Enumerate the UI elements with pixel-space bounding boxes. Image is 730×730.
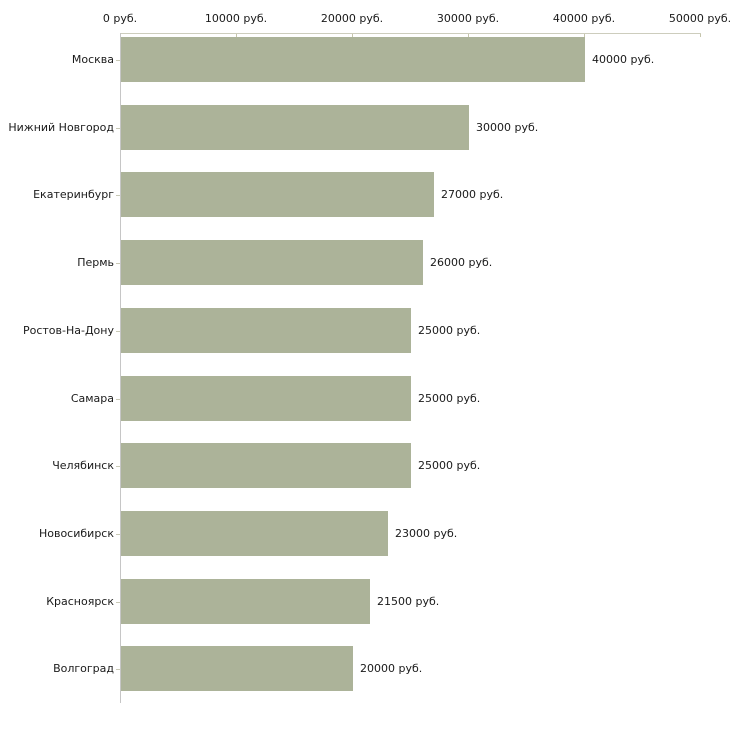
bar-row: Самара 25000 руб.	[0, 372, 730, 440]
x-axis-tick-mark	[352, 33, 353, 37]
bar	[121, 104, 469, 150]
x-axis-tick-label: 40000 руб.	[552, 12, 616, 25]
value-label: 23000 руб.	[395, 526, 458, 540]
bar-row: Пермь 26000 руб.	[0, 236, 730, 304]
bar-row: Ростов-На-Дону 25000 руб.	[0, 304, 730, 372]
bar	[121, 578, 370, 624]
category-label: Ростов-На-Дону	[22, 323, 114, 337]
y-axis-tick-mark	[116, 669, 120, 671]
bar	[121, 443, 411, 489]
x-axis-tick-label: 30000 руб.	[436, 12, 500, 25]
value-label: 21500 руб.	[377, 594, 440, 608]
y-axis-tick-mark	[116, 533, 120, 535]
x-axis-tick-mark	[468, 33, 469, 37]
value-label: 26000 руб.	[430, 256, 493, 270]
bar	[121, 646, 353, 692]
value-label: 40000 руб.	[592, 53, 655, 66]
bar	[121, 307, 411, 353]
bar-row: Нижний Новгород 30000 руб.	[0, 101, 730, 169]
category-label: Самара	[70, 391, 114, 405]
y-axis-tick-mark	[116, 330, 120, 332]
value-label: 25000 руб.	[418, 323, 481, 337]
y-axis-tick-mark	[116, 195, 120, 197]
y-axis-tick-mark	[116, 601, 120, 603]
category-label: Новосибирск	[38, 526, 114, 540]
bar-row: Москва 40000 руб.	[0, 33, 730, 101]
category-label: Красноярск	[46, 594, 114, 608]
category-label: Волгоград	[53, 662, 114, 676]
category-label: Пермь	[77, 256, 114, 270]
y-axis-tick-mark	[116, 466, 120, 468]
bar	[121, 172, 434, 218]
category-label: Челябинск	[52, 459, 114, 473]
value-label: 27000 руб.	[441, 188, 504, 202]
y-axis-line	[120, 33, 121, 703]
x-axis-tick-mark	[584, 33, 585, 37]
value-label: 25000 руб.	[418, 459, 481, 473]
y-axis-tick-mark	[116, 398, 120, 400]
bar	[121, 240, 423, 286]
x-axis-tick-mark	[700, 33, 701, 37]
bar-row: Челябинск 25000 руб.	[0, 439, 730, 507]
category-label: Москва	[71, 53, 114, 66]
x-axis-tick-label: 0 руб.	[102, 12, 138, 25]
category-label: Нижний Новгород	[8, 120, 114, 134]
value-label: 25000 руб.	[418, 391, 481, 405]
category-label: Екатеринбург	[33, 188, 114, 202]
x-axis-line	[120, 33, 701, 34]
x-axis-tick-mark	[236, 33, 237, 37]
bar-row: Екатеринбург 27000 руб.	[0, 168, 730, 236]
x-axis-tick-label: 20000 руб.	[320, 12, 384, 25]
bar	[121, 375, 411, 421]
bar	[121, 510, 388, 556]
y-axis-tick-mark	[116, 127, 120, 129]
bar	[121, 37, 585, 82]
value-label: 20000 руб.	[360, 662, 423, 676]
x-axis-tick-label: 50000 руб.	[668, 12, 730, 25]
value-label: 30000 руб.	[476, 120, 539, 134]
bar-row: Новосибирск 23000 руб.	[0, 507, 730, 575]
y-axis-tick-mark	[116, 263, 120, 265]
bar-row: Волгоград 20000 руб.	[0, 642, 730, 710]
bar-row: Красноярск 21500 руб.	[0, 575, 730, 643]
x-axis-tick-label: 10000 руб.	[204, 12, 268, 25]
y-axis-tick-mark	[116, 60, 120, 61]
